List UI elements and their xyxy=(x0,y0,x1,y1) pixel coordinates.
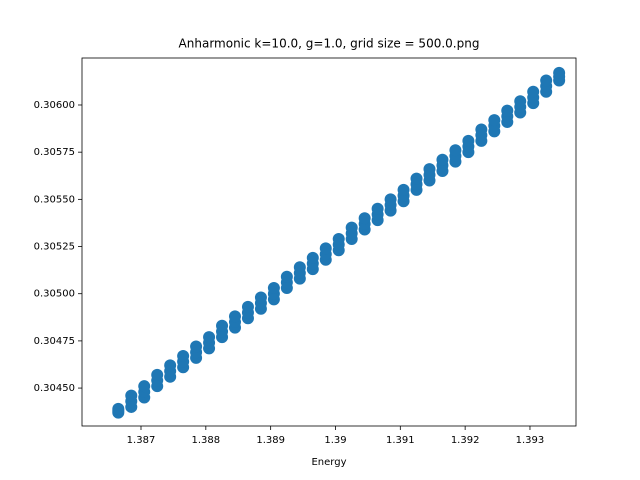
x-tick-label: 1.387 xyxy=(127,435,156,446)
point xyxy=(280,270,293,283)
point xyxy=(319,242,332,255)
point xyxy=(125,389,138,402)
point xyxy=(332,232,345,245)
x-tick-label: 1.388 xyxy=(192,435,221,446)
point xyxy=(449,144,462,157)
point xyxy=(358,212,371,225)
x-tick-label: 1.39 xyxy=(324,435,346,446)
point xyxy=(164,359,177,372)
point xyxy=(112,402,125,415)
point xyxy=(151,368,164,381)
point xyxy=(267,282,280,295)
point xyxy=(241,300,254,313)
y-tick-label: 0.30450 xyxy=(34,383,75,394)
point xyxy=(436,153,449,166)
chart-title: Anharmonic k=10.0, g=1.0, grid size = 50… xyxy=(179,37,480,51)
point xyxy=(475,123,488,136)
point xyxy=(384,193,397,206)
point xyxy=(423,163,436,176)
point xyxy=(410,172,423,185)
y-tick-label: 0.30475 xyxy=(34,336,75,347)
point xyxy=(306,251,319,264)
y-tick-label: 0.30525 xyxy=(34,242,75,253)
point xyxy=(138,380,151,393)
y-tick-label: 0.30600 xyxy=(34,100,75,111)
point xyxy=(203,331,216,344)
point xyxy=(501,104,514,117)
point xyxy=(345,221,358,234)
x-tick-label: 1.389 xyxy=(256,435,285,446)
y-tick-label: 0.30550 xyxy=(34,194,75,205)
point xyxy=(553,66,566,79)
point xyxy=(177,349,190,362)
y-tick-label: 0.30575 xyxy=(34,147,75,158)
point xyxy=(371,202,384,215)
point xyxy=(527,85,540,98)
point xyxy=(216,319,229,332)
x-tick-label: 1.393 xyxy=(516,435,545,446)
y-tick-label: 0.30500 xyxy=(34,289,75,300)
x-axis-label: Energy xyxy=(311,457,346,468)
point xyxy=(190,340,203,353)
x-tick-label: 1.392 xyxy=(451,435,480,446)
point xyxy=(488,114,501,127)
plot-frame xyxy=(81,57,577,427)
point xyxy=(514,95,527,108)
point xyxy=(228,310,241,323)
point xyxy=(293,261,306,274)
point xyxy=(254,291,267,304)
x-tick-label: 1.391 xyxy=(386,435,415,446)
point xyxy=(397,183,410,196)
point xyxy=(462,134,475,147)
point xyxy=(540,74,553,87)
